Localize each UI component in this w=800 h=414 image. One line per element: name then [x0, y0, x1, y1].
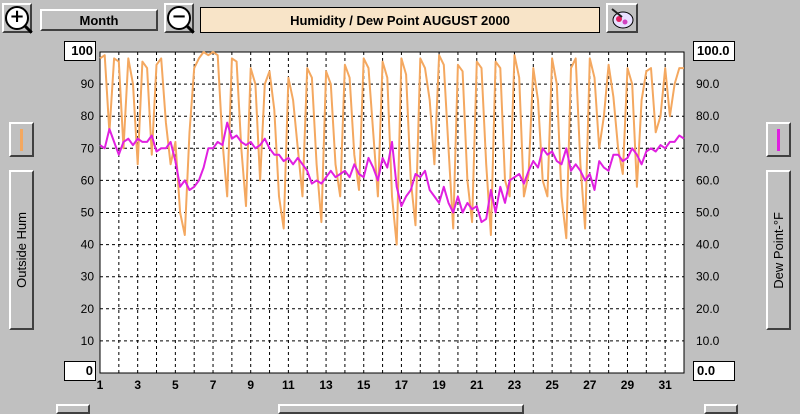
y-tick-label: 70	[81, 141, 95, 155]
dewpoint-color-button[interactable]	[766, 122, 791, 157]
period-label: Month	[79, 12, 119, 28]
x-tick-label: 27	[583, 378, 597, 392]
y-tick-label: 80	[81, 109, 95, 123]
scroll-left-button[interactable]	[56, 404, 90, 414]
zoom-in-button[interactable]: +	[2, 3, 33, 34]
humidity-color-button[interactable]	[9, 122, 34, 157]
x-tick-label: 13	[319, 378, 333, 392]
x-tick-label: 25	[545, 378, 559, 392]
x-tick-label: 17	[395, 378, 409, 392]
right-axis-min-field[interactable]: 0.0	[693, 361, 735, 381]
x-tick-label: 19	[432, 378, 446, 392]
right-axis-max-field[interactable]: 100.0	[693, 41, 735, 61]
y-tick-label: 20	[81, 302, 95, 316]
x-tick-label: 11	[282, 378, 295, 392]
y2-tick-label: 10.0	[696, 334, 720, 348]
x-tick-label: 15	[357, 378, 371, 392]
right-axis-select-button[interactable]: Dew Point-°F	[766, 170, 791, 330]
x-tick-label: 7	[210, 378, 217, 392]
color-palette-button[interactable]	[606, 3, 638, 33]
humidity-series-line	[99, 51, 684, 246]
chart-title: Humidity / Dew Point AUGUST 2000	[200, 7, 600, 33]
scrollbar-thumb[interactable]	[278, 404, 524, 414]
y2-tick-label: 40.0	[696, 238, 720, 252]
zoom-out-icon: −	[167, 6, 195, 34]
y2-tick-label: 20.0	[696, 302, 720, 316]
y-tick-label: 40	[81, 238, 95, 252]
y-tick-label: 60	[81, 173, 95, 187]
y2-tick-label: 80.0	[696, 109, 720, 123]
x-tick-label: 3	[134, 378, 141, 392]
y2-tick-label: 90.0	[696, 77, 720, 91]
dewpoint-color-swatch	[777, 128, 780, 151]
x-tick-label: 1	[97, 378, 104, 392]
y2-tick-label: 70.0	[696, 141, 720, 155]
x-tick-label: 5	[172, 378, 179, 392]
y2-tick-label: 50.0	[696, 206, 720, 220]
humidity-color-swatch	[20, 128, 23, 151]
zoom-in-icon: +	[5, 6, 33, 34]
x-tick-label: 29	[621, 378, 635, 392]
x-tick-label: 9	[247, 378, 254, 392]
left-axis-max-field[interactable]: 100	[64, 41, 96, 61]
left-axis-select-button[interactable]: Outside Hum	[9, 170, 34, 330]
period-selector-button[interactable]: Month	[40, 9, 158, 31]
zoom-out-button[interactable]: −	[164, 3, 195, 34]
x-tick-label: 21	[470, 378, 484, 392]
scroll-right-button[interactable]	[704, 404, 738, 414]
dewpoint-series-line	[99, 121, 685, 224]
x-tick-label: 23	[508, 378, 522, 392]
x-tick-label: 31	[658, 378, 672, 392]
left-axis-min-field[interactable]: 0	[64, 361, 96, 381]
paint-palette-icon	[611, 8, 634, 29]
y-tick-label: 50	[81, 206, 95, 220]
y2-tick-label: 30.0	[696, 270, 720, 284]
y-tick-label: 90	[81, 77, 95, 91]
y-tick-label: 10	[81, 334, 95, 348]
y-tick-label: 30	[81, 270, 95, 284]
y2-tick-label: 60.0	[696, 173, 720, 187]
